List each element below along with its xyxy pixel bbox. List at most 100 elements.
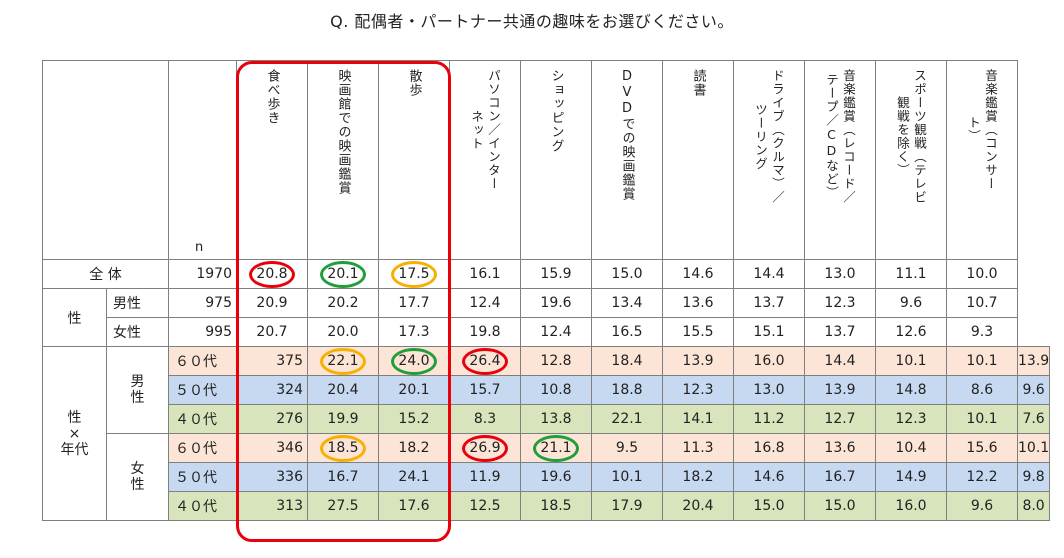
group-label-male: 男性: [106, 346, 169, 434]
cell-value: 15.6: [946, 433, 1018, 463]
cell-value: 19.6: [520, 288, 592, 318]
row-label: ６０代: [168, 433, 237, 463]
data-table: n 食べ歩き 映画館での映画鑑賞 散歩 パソコン／インター ネット ショッピング DVDでの映…: [42, 60, 1051, 521]
group-label-gender-age: 性 × 年代: [42, 346, 107, 521]
cell-value: 8.0: [1016, 491, 1051, 521]
cell-n: 276: [236, 404, 308, 434]
column-header: 食べ歩き: [236, 60, 308, 260]
cell-value: 15.1: [733, 317, 805, 347]
table-row: ５０代 324 20.4 20.1 15.7 10.8 18.8 12.3 13.0 13.9 14…: [43, 375, 1051, 405]
cell-value: 24.0: [378, 346, 450, 376]
cell-value: 20.4: [662, 491, 734, 521]
row-label: ４０代: [168, 491, 237, 521]
column-header-label: ドライブ（クルマ）／ ツーリング: [752, 69, 786, 204]
cell-value: 26.9: [449, 433, 521, 463]
cell-value: 15.9: [520, 259, 592, 289]
cell-n: 1970: [168, 259, 237, 289]
column-header-label: 食べ歩き: [264, 69, 281, 125]
cell-value: 14.6: [733, 462, 805, 492]
column-header-label: 散歩: [406, 69, 423, 97]
cell-value: 16.1: [449, 259, 521, 289]
cell-value: 13.9: [662, 346, 734, 376]
column-header-line: ショッピング: [548, 69, 564, 153]
cell-value: 20.7: [236, 317, 308, 347]
column-header-label: 読書: [690, 69, 707, 97]
cell-value: 11.3: [662, 433, 734, 463]
cell-value: 17.3: [378, 317, 450, 347]
column-header-label: DVDでの映画鑑賞: [619, 69, 636, 201]
cell-value: 18.2: [378, 433, 450, 463]
row-label: ６０代: [168, 346, 237, 376]
column-header-label: スポーツ観戦（テレビ 観戦を除く）: [894, 69, 928, 204]
row-label: ４０代: [168, 404, 237, 434]
cell-value: 12.3: [662, 375, 734, 405]
cell-value: 10.7: [946, 288, 1018, 318]
cell-value: 15.5: [662, 317, 734, 347]
cell-n: 375: [236, 346, 308, 376]
cell-value: 17.9: [591, 491, 663, 521]
cell-value: 8.6: [946, 375, 1018, 405]
cell-n: 324: [236, 375, 308, 405]
column-header-line: ト）: [966, 116, 981, 144]
table-row: 性男性 975 20.9 20.2 17.7 12.4 19.6 13.4 13.6 13.7 12…: [42, 288, 1050, 347]
column-header: ショッピング: [520, 60, 592, 260]
cell-value: 19.9: [307, 404, 379, 434]
cell-value: 9.8: [1016, 462, 1051, 492]
cell-value: 13.7: [733, 288, 805, 318]
cell-value: 19.8: [449, 317, 521, 347]
cell-value: 9.6: [875, 288, 947, 318]
cell-value: 18.2: [662, 462, 734, 492]
column-header-line: 音楽鑑賞（レコード／: [841, 69, 856, 204]
cell-value: 10.1: [946, 404, 1018, 434]
cell-value: 20.2: [307, 288, 379, 318]
cell-value: 18.4: [591, 346, 663, 376]
cell-value: 17.6: [378, 491, 450, 521]
column-header-line: 観戦を除く）: [895, 96, 910, 177]
cell-value: 10.1: [875, 346, 947, 376]
table-row: ５０代 336 16.7 24.1 11.9 19.6 10.1 18.2 14.6 16.7 14…: [43, 462, 1051, 492]
row-label: 全 体: [42, 259, 169, 289]
cell-value: 12.5: [449, 491, 521, 521]
cell-value: 16.0: [875, 491, 947, 521]
column-header-line: 散歩: [406, 69, 422, 97]
cell-value: 12.3: [804, 288, 876, 318]
column-header-line: テープ／CDなど）: [824, 73, 839, 200]
cell-value: 22.1: [307, 346, 379, 376]
cell-value: 13.8: [520, 404, 592, 434]
row-label: 女性: [106, 317, 169, 347]
cell-value: 18.5: [520, 491, 592, 521]
table-row: ４０代 313 27.5 17.6 12.5 18.5 17.9 20.4 15.0 15.0 16…: [43, 491, 1051, 521]
cell-value: 15.2: [378, 404, 450, 434]
cell-value: 27.5: [307, 491, 379, 521]
cell-value: 12.8: [520, 346, 592, 376]
table-row: 性 × 年代男性 ６０代 375 22.1 24.0 26.4 12.8 18.4 13.9 16.0…: [42, 346, 1051, 521]
cell-value: 18.5: [307, 433, 379, 463]
column-header: 音楽鑑賞（コンサー ト）: [946, 60, 1018, 260]
cell-value: 20.1: [378, 375, 450, 405]
column-header: ドライブ（クルマ）／ ツーリング: [733, 60, 805, 260]
cell-value: 7.6: [1016, 404, 1051, 434]
cell-value: 12.6: [875, 317, 947, 347]
cell-value: 11.9: [449, 462, 521, 492]
cell-value: 14.1: [662, 404, 734, 434]
cell-value: 13.9: [1016, 346, 1051, 376]
cell-value: 26.4: [449, 346, 521, 376]
cell-value: 20.4: [307, 375, 379, 405]
cell-value: 14.8: [875, 375, 947, 405]
cell-value: 12.3: [875, 404, 947, 434]
cell-value: 10.1: [946, 346, 1018, 376]
column-header-line: ツーリング: [753, 102, 768, 171]
column-header: DVDでの映画鑑賞: [591, 60, 663, 260]
cell-value: 14.4: [733, 259, 805, 289]
cell-value: 12.2: [946, 462, 1018, 492]
column-header-label: パソコン／インター ネット: [468, 69, 502, 191]
column-header-line: DVDでの映画鑑賞: [619, 69, 635, 201]
cell-value: 13.6: [662, 288, 734, 318]
cell-value: 15.7: [449, 375, 521, 405]
column-header: パソコン／インター ネット: [449, 60, 521, 260]
page-title: Q. 配偶者・パートナー共通の趣味をお選びください。: [330, 12, 734, 31]
column-header: 音楽鑑賞（レコード／ テープ／CDなど）: [804, 60, 876, 260]
row-label: ５０代: [168, 462, 237, 492]
cell-value: 9.5: [591, 433, 663, 463]
group-label-gender: 性: [42, 288, 107, 347]
